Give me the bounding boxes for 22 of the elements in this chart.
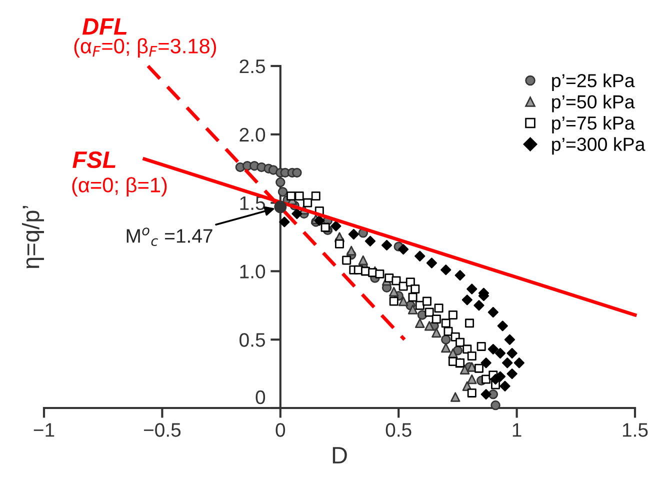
y-tick-label: 2.0 <box>240 128 266 142</box>
x-axis-title: D <box>332 447 347 464</box>
y-tick-label: 0.5 <box>240 333 266 347</box>
series-label: DFL <box>82 18 127 35</box>
y-tick-label: 2.5 <box>240 59 266 74</box>
legend-label: p’=50 kPa <box>552 94 635 112</box>
x-tick-label: −1 <box>34 423 54 437</box>
annotation: M$^{o}$$_{c}$ =1.47 <box>126 228 212 246</box>
legend-label: p’=75 kPa <box>552 116 635 134</box>
x-tick-label: −0.5 <box>144 423 181 437</box>
y-tick-label: 1.0 <box>240 264 266 278</box>
annotation: (α=0; β=1) <box>72 177 167 197</box>
y-axis-title: η=q/p’ <box>22 206 44 268</box>
legend-label: p’=25 kPa <box>552 74 635 91</box>
y-tick-label: 0 <box>256 390 266 404</box>
x-tick-label: 1.5 <box>622 423 648 437</box>
x-tick-label: 1 <box>512 423 522 437</box>
annotation: (α$_{F}$=0; β$_{F}$=3.18) <box>74 38 216 58</box>
x-tick-label: 0 <box>276 423 286 437</box>
series-label: FSL <box>72 151 116 168</box>
x-tick-label: 0.5 <box>386 423 412 437</box>
legend-label: p’=300 kPa <box>552 137 646 155</box>
